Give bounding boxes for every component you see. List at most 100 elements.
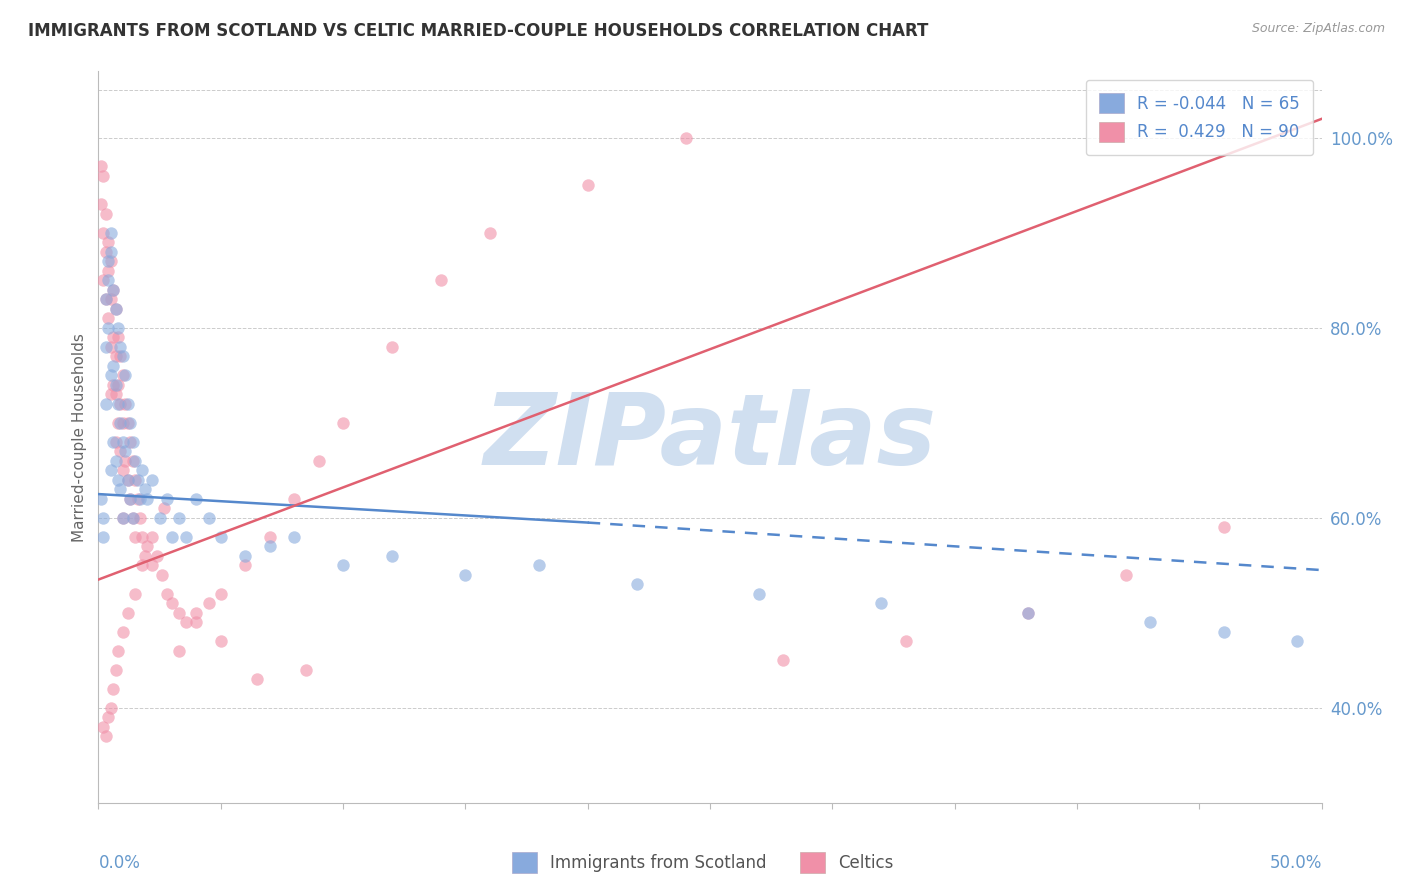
Point <box>141 530 163 544</box>
Point <box>209 634 232 648</box>
Point <box>100 254 122 268</box>
Point <box>576 178 599 193</box>
Point <box>121 434 143 449</box>
Point <box>97 235 120 250</box>
Point <box>107 397 129 411</box>
Point <box>101 283 124 297</box>
Point <box>134 549 156 563</box>
Point <box>134 483 156 497</box>
Point <box>1212 624 1234 639</box>
Point <box>381 549 404 563</box>
Point <box>136 491 159 506</box>
Point <box>114 444 136 458</box>
Point <box>94 397 117 411</box>
Point <box>114 368 136 383</box>
Point <box>110 340 132 354</box>
Point <box>97 311 120 326</box>
Point <box>283 491 305 506</box>
Point <box>1017 606 1039 620</box>
Text: 50.0%: 50.0% <box>1270 854 1322 872</box>
Point <box>124 454 146 468</box>
Point <box>104 387 127 401</box>
Point <box>111 416 134 430</box>
Legend: Immigrants from Scotland, Celtics: Immigrants from Scotland, Celtics <box>505 846 901 880</box>
Point <box>136 539 159 553</box>
Point <box>160 596 183 610</box>
Point <box>110 397 132 411</box>
Point <box>117 473 139 487</box>
Point <box>111 463 134 477</box>
Point <box>117 416 139 430</box>
Point <box>107 473 129 487</box>
Point <box>283 530 305 544</box>
Point <box>111 349 134 363</box>
Point <box>1017 606 1039 620</box>
Point <box>104 434 127 449</box>
Point <box>186 615 208 630</box>
Y-axis label: Married-couple Households: Married-couple Households <box>72 333 87 541</box>
Point <box>111 434 134 449</box>
Text: IMMIGRANTS FROM SCOTLAND VS CELTIC MARRIED-COUPLE HOUSEHOLDS CORRELATION CHART: IMMIGRANTS FROM SCOTLAND VS CELTIC MARRI… <box>28 22 928 40</box>
Point <box>94 293 117 307</box>
Point <box>197 596 219 610</box>
Point <box>209 530 232 544</box>
Point <box>101 283 124 297</box>
Point <box>156 587 179 601</box>
Point <box>129 491 152 506</box>
Point <box>117 473 139 487</box>
Point <box>110 483 132 497</box>
Point <box>94 207 117 221</box>
Point <box>146 549 169 563</box>
Point <box>1286 634 1309 648</box>
Point <box>121 511 143 525</box>
Point <box>107 644 129 658</box>
Point <box>101 359 124 373</box>
Point <box>478 226 501 240</box>
Point <box>94 244 117 259</box>
Point <box>246 673 269 687</box>
Point <box>233 558 256 573</box>
Text: ZIPatlas: ZIPatlas <box>484 389 936 485</box>
Point <box>91 273 114 287</box>
Point <box>111 368 134 383</box>
Point <box>117 606 139 620</box>
Point <box>153 501 176 516</box>
Point <box>120 416 142 430</box>
Point <box>308 454 330 468</box>
Point <box>100 244 122 259</box>
Point <box>111 511 134 525</box>
Point <box>1212 520 1234 534</box>
Point <box>626 577 648 591</box>
Point <box>111 624 134 639</box>
Point <box>100 226 122 240</box>
Text: 0.0%: 0.0% <box>98 854 141 872</box>
Point <box>894 634 917 648</box>
Point <box>97 710 120 724</box>
Point <box>186 606 208 620</box>
Point <box>156 491 179 506</box>
Point <box>90 197 112 211</box>
Point <box>149 511 172 525</box>
Point <box>104 663 127 677</box>
Text: Source: ZipAtlas.com: Source: ZipAtlas.com <box>1251 22 1385 36</box>
Point <box>91 720 114 734</box>
Point <box>107 377 129 392</box>
Point <box>124 473 146 487</box>
Point <box>104 454 127 468</box>
Point <box>100 368 122 383</box>
Point <box>209 587 232 601</box>
Point <box>107 416 129 430</box>
Point <box>100 293 122 307</box>
Point <box>124 530 146 544</box>
Point <box>675 131 697 145</box>
Point <box>97 264 120 278</box>
Point <box>527 558 550 573</box>
Point <box>259 539 281 553</box>
Point <box>104 301 127 316</box>
Point <box>1115 567 1137 582</box>
Point <box>97 254 120 268</box>
Point <box>233 549 256 563</box>
Point <box>167 511 190 525</box>
Legend: R = -0.044   N = 65, R =  0.429   N = 90: R = -0.044 N = 65, R = 0.429 N = 90 <box>1085 79 1313 155</box>
Point <box>110 349 132 363</box>
